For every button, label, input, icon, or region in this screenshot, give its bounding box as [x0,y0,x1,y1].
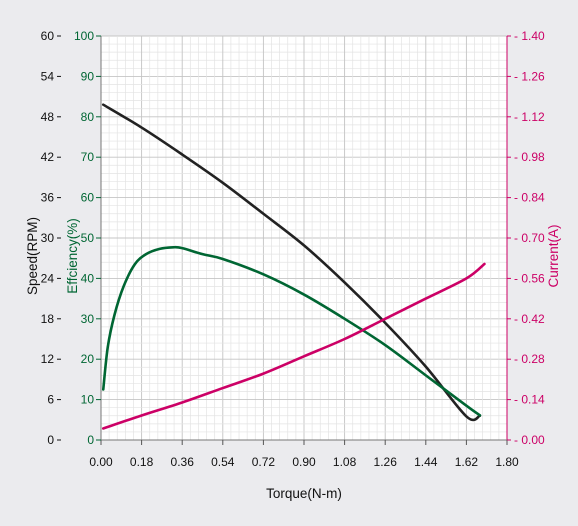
current-series-line [101,262,486,430]
x-tick-label: 0.72 [252,455,276,469]
data-series [101,103,486,430]
speed-tick-label: 36 [41,191,55,205]
efficiency-tick-label: 70 [81,150,95,164]
efficiency-tick-label: 10 [81,393,95,407]
efficiency-tick-label: 90 [81,69,95,83]
current-tick-label: - 0.14 [514,393,545,407]
x-tick-label: 1.44 [414,455,438,469]
efficiency-axis-title: Effciency(%) [65,218,80,294]
efficiency-tick-label: 60 [81,191,95,205]
efficiency-tick-label: 100 [74,29,94,43]
current-tick-label: - 0.00 [514,433,545,447]
efficiency-tick-label: 40 [81,271,95,285]
current-tick-label: - 0.70 [514,231,545,245]
x-tick-label: 0.00 [89,455,113,469]
current-tick-label: - 0.56 [514,271,545,285]
current-tick-label: - 0.28 [514,352,545,366]
x-tick-label: 1.08 [333,455,357,469]
speed-tick-label: 12 [41,352,55,366]
efficiency-tick-label: 0 [87,433,94,447]
x-tick-label: 1.62 [455,455,479,469]
current-tick-label: - 1.12 [514,110,545,124]
speed-tick-label: 60 [41,29,55,43]
current-axis-title: Current(A) [546,224,561,287]
speed-tick-label: 0 [47,433,54,447]
current-tick-label: - 1.40 [514,29,545,43]
efficiency-tick-label: 20 [81,352,95,366]
efficiency-tick-label: 50 [81,231,95,245]
efficiency-tick-label: 30 [81,312,95,326]
x-tick-label: 0.54 [211,455,235,469]
efficiency-series-line [101,245,482,417]
axes: 0.00 0.18 0.36 0.54 0.72 0.90 1.08 1.26 1.44 1.62… [41,29,545,469]
x-tick-label: 1.26 [374,455,398,469]
speed-tick-label: 30 [41,231,55,245]
speed-tick-label: 24 [41,271,55,285]
x-tick-label: 1.80 [495,455,519,469]
current-tick-label: - 0.98 [514,150,545,164]
x-tick-label: 0.90 [292,455,316,469]
speed-tick-label: 54 [41,69,55,83]
speed-tick-label: 18 [41,312,55,326]
current-tick-label: - 0.42 [514,312,545,326]
x-axis-title: Torque(N-m) [266,486,342,501]
efficiency-tick-label: 80 [81,110,95,124]
speed-tick-label: 42 [41,150,55,164]
current-tick-label: - 1.26 [514,69,545,83]
x-tick-label: 0.36 [171,455,195,469]
speed-tick-label: 6 [47,393,54,407]
current-tick-label: - 0.84 [514,191,545,205]
speed-axis-title: Speed(RPM) [25,217,40,295]
x-tick-label: 0.18 [130,455,154,469]
speed-tick-label: 48 [41,110,55,124]
